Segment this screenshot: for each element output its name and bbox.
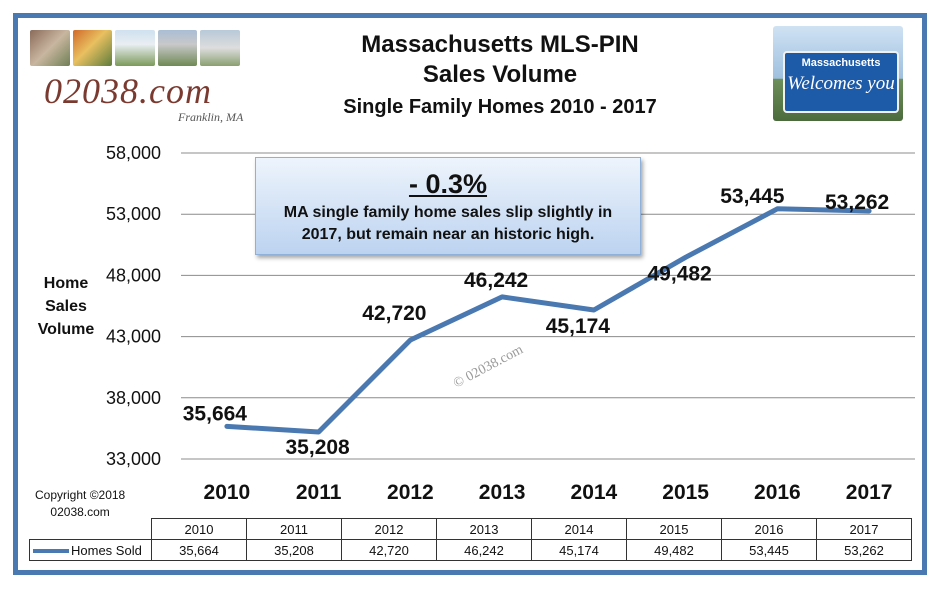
data-table-header-row: 2010 2011 2012 2013 2014 2015 2016 2017: [30, 518, 912, 540]
data-label: 46,242: [464, 269, 528, 292]
data-label: 42,720: [362, 302, 426, 325]
data-table-year-cell: 2011: [246, 518, 342, 540]
data-label: 35,664: [183, 402, 248, 425]
copyright-line-2: 02038.com: [50, 505, 110, 519]
data-label: 49,482: [648, 262, 712, 285]
x-tick-label: 2012: [387, 481, 434, 504]
y-axis-label-line-1: Home: [43, 275, 89, 292]
x-tick-label: 2011: [296, 481, 342, 504]
title-line-3: Single Family Homes 2010 - 2017: [343, 96, 657, 118]
callout-text: MA single family home sales slip slightl…: [256, 202, 640, 246]
data-table-year-cell: 2010: [151, 518, 247, 540]
data-table-value-cell: 35,208: [246, 539, 342, 561]
data-table-value-row: Homes Sold 35,664 35,208 42,720 46,242 45,17…: [29, 539, 912, 561]
data-table-value-cell: 45,174: [531, 539, 627, 561]
welcome-sign-image: Massachusetts Welcomes you: [773, 26, 903, 121]
y-axis-label-line-3: Volume: [37, 321, 95, 338]
legend-series-name: Homes Sold: [71, 542, 142, 558]
x-tick-label: 2017: [846, 481, 893, 504]
site-logo[interactable]: 02038.com Franklin, MA: [30, 30, 260, 125]
title-line-2: Sales Volume: [422, 61, 578, 88]
data-label: 53,445: [720, 185, 785, 208]
x-tick-label: 2010: [204, 481, 251, 504]
data-table-value-cell: 49,482: [626, 539, 722, 561]
copyright-line-1: Copyright ©2018: [35, 488, 126, 502]
y-axis-label-line-2: Sales: [45, 298, 87, 315]
sign-line-1: Massachusetts: [801, 57, 881, 69]
data-table-year-cell: 2012: [341, 518, 437, 540]
x-tick-label: 2014: [571, 481, 618, 504]
x-tick-label: 2016: [754, 481, 801, 504]
y-tick-label: 53,000: [106, 204, 161, 224]
watermark-text: © 02038.com: [451, 342, 526, 391]
data-table-legend-cell: Homes Sold: [29, 539, 152, 561]
logo-text: 02038.com: [44, 71, 212, 111]
data-table-year-cell: 2015: [626, 518, 722, 540]
y-tick-label: 33,000: [106, 449, 161, 469]
sign-board: Massachusetts Welcomes you: [783, 51, 899, 113]
logo-photo-strip: [30, 30, 240, 66]
logo-subtext: Franklin, MA: [178, 110, 244, 124]
data-label: 45,174: [546, 315, 611, 338]
series-line: [224, 206, 872, 435]
data-table-year-cell: 2014: [531, 518, 627, 540]
y-tick-label: 38,000: [106, 388, 161, 408]
title-line-1: Massachusetts MLS-PIN: [361, 31, 639, 58]
data-table-value-cell: 53,262: [816, 539, 912, 561]
y-tick-label: 48,000: [106, 265, 161, 285]
callout-text-line-2: 2017, but remain near an historic high.: [301, 226, 595, 243]
data-table: 2010 2011 2012 2013 2014 2015 2016 2017 Homes S…: [29, 518, 912, 561]
callout-text-line-1: MA single family home sales slip slightl…: [283, 204, 613, 221]
data-table-year-cell: 2016: [721, 518, 817, 540]
x-tick-label: 2015: [662, 481, 709, 504]
data-table-year-cell: 2013: [436, 518, 532, 540]
copyright-note: Copyright ©2018 02038.com: [35, 487, 125, 521]
y-tick-label: 43,000: [106, 327, 161, 347]
data-label: 53,262: [825, 191, 889, 214]
data-table-value-cell: 35,664: [151, 539, 247, 561]
data-label: 35,208: [286, 436, 351, 459]
sign-line-2: Welcomes you: [787, 73, 895, 94]
x-tick-label: 2013: [479, 481, 526, 504]
callout-title: - 0.3%: [408, 169, 488, 199]
chart-title: Massachusetts MLS-PIN Sales Volume Singl…: [300, 30, 700, 124]
data-table-year-cell: 2017: [816, 518, 912, 540]
data-table-value-cell: 53,445: [721, 539, 817, 561]
y-axis-label: Home Sales Volume: [28, 272, 104, 341]
data-table-corner: [30, 519, 152, 540]
data-table-value-cell: 46,242: [436, 539, 532, 561]
y-tick-label: 58,000: [106, 143, 161, 163]
legend-line-icon: [33, 549, 69, 554]
callout-box: - 0.3% MA single family home sales slip …: [255, 157, 641, 255]
data-table-value-cell: 42,720: [341, 539, 437, 561]
